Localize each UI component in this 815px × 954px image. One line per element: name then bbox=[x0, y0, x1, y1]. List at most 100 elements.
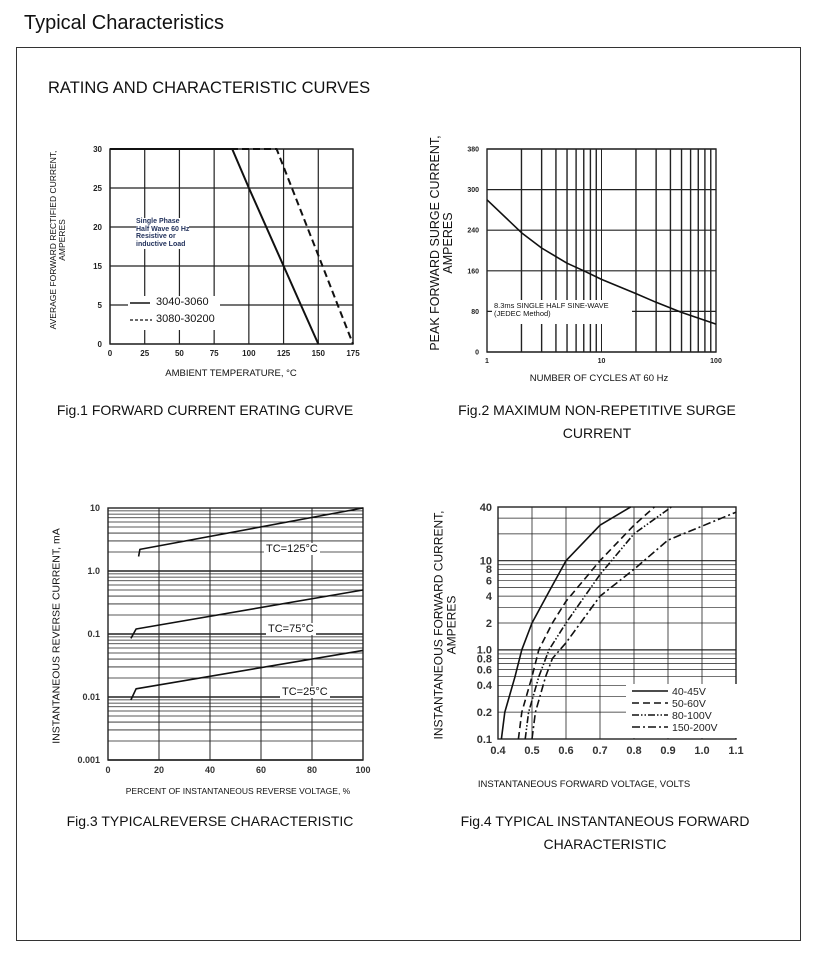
fig3-xlabel: PERCENT OF INSTANTANEOUS REVERSE VOLTAGE… bbox=[125, 786, 351, 796]
fig1-ylabel-line2: AMPERES bbox=[57, 219, 67, 261]
y-tick-label: 0.4 bbox=[477, 680, 493, 692]
x-tick-label: 80 bbox=[307, 765, 317, 775]
fig3-ylabel: INSTANTANEOUS REVERSE CURRENT, mA bbox=[50, 528, 63, 744]
y-tick-label: 0.001 bbox=[77, 755, 100, 765]
fig3-caption: Fig.3 TYPICALREVERSE CHARACTERISTIC bbox=[66, 813, 354, 829]
caption-line: Fig.2 MAXIMUM NON-REPETITIVE SURGE bbox=[458, 402, 736, 418]
content-frame bbox=[16, 47, 801, 941]
legend-label: 150-200V bbox=[672, 722, 718, 734]
x-tick-label: 60 bbox=[256, 765, 266, 775]
series-line bbox=[531, 511, 737, 740]
fig4-ylabel: INSTANTANEOUS FORWARD CURRENT, AMPERES bbox=[431, 510, 458, 740]
series-line bbox=[524, 506, 672, 740]
x-tick-label: 175 bbox=[346, 349, 360, 358]
x-tick-label: 0.6 bbox=[558, 745, 573, 757]
y-tick-label: 0.2 bbox=[477, 707, 492, 719]
x-tick-label: 1.0 bbox=[694, 745, 709, 757]
y-tick-label: 4 bbox=[486, 591, 493, 603]
x-tick-label: 0.7 bbox=[592, 745, 607, 757]
x-tick-label: 10 bbox=[598, 358, 606, 365]
caption-line: CHARACTERISTIC bbox=[543, 836, 667, 852]
x-tick-label: 100 bbox=[710, 358, 722, 365]
fig4-ylabel-line1: INSTANTANEOUS FORWARD CURRENT, bbox=[431, 510, 446, 740]
x-tick-label: 75 bbox=[210, 349, 219, 358]
annotation-line: 8.3ms SINGLE HALF SINE-WAVE bbox=[494, 301, 609, 310]
y-tick-label: 300 bbox=[467, 187, 479, 194]
y-tick-label: 10 bbox=[90, 503, 100, 513]
y-tick-label: 0.8 bbox=[477, 653, 492, 665]
y-tick-label: 2 bbox=[486, 618, 492, 630]
fig1-annotation: Single Phase Half Wave 60 Hz Resistive o… bbox=[136, 218, 190, 249]
x-tick-label: 20 bbox=[154, 765, 164, 775]
y-tick-label: 40 bbox=[480, 502, 492, 514]
y-tick-label: 240 bbox=[467, 228, 479, 235]
y-tick-label: 1.0 bbox=[87, 566, 100, 576]
x-tick-label: 100 bbox=[242, 349, 256, 358]
plot-frame bbox=[107, 507, 364, 761]
fig4-caption: Fig.4 TYPICAL INSTANTANEOUS FORWARD CHAR… bbox=[461, 810, 750, 856]
annotation-line: inductive Load bbox=[136, 241, 186, 249]
x-tick-label: 50 bbox=[175, 349, 184, 358]
y-tick-label: 0.1 bbox=[477, 734, 492, 746]
x-tick-label: 0.9 bbox=[660, 745, 675, 757]
y-tick-label: 380 bbox=[467, 146, 479, 153]
fig3-label-125: TC=125°C bbox=[264, 543, 320, 556]
caption-line: Fig.4 TYPICAL INSTANTANEOUS FORWARD bbox=[460, 813, 750, 829]
y-tick-label: 1.0 bbox=[477, 645, 492, 657]
y-tick-label: 0 bbox=[475, 349, 479, 356]
y-tick-label: 25 bbox=[93, 184, 102, 193]
fig4-ylabel-line2: AMPERES bbox=[444, 595, 458, 655]
annotation-line: (JEDEC Method) bbox=[494, 309, 551, 319]
x-tick-label: 1 bbox=[485, 358, 489, 365]
fig2-ylabel: PEAK FORWARD SURGE CURRENT, AMPERES bbox=[428, 135, 455, 350]
x-tick-label: 150 bbox=[312, 349, 326, 358]
y-tick-label: 0.1 bbox=[87, 629, 100, 639]
fig2-annotation: 8.3ms SINGLE HALF SINE-WAVE (JEDEC Metho… bbox=[494, 301, 612, 319]
legend-label: 40-45V bbox=[672, 686, 706, 698]
legend-label: 80-100V bbox=[672, 710, 712, 722]
x-tick-label: 0.5 bbox=[524, 745, 539, 757]
annotation-line: Single Phase bbox=[136, 218, 180, 225]
x-tick-label: 40 bbox=[205, 765, 215, 775]
fig1-xlabel: AMBIENT TEMPERATURE, °C bbox=[165, 368, 297, 379]
fig1-ylabel: AVERAGE FORWARD RECTIFIED CURRENT, AMPER… bbox=[48, 151, 67, 330]
y-tick-label: 6 bbox=[486, 575, 492, 587]
series-line bbox=[517, 506, 655, 740]
plot-frame bbox=[497, 506, 737, 740]
caption-line: CURRENT bbox=[562, 425, 632, 441]
y-tick-label: 80 bbox=[471, 309, 479, 316]
y-tick-label: 15 bbox=[93, 262, 102, 271]
fig2-xlabel: NUMBER OF CYCLES AT 60 Hz bbox=[529, 373, 669, 384]
annotation-line: Half Wave 60 Hz bbox=[136, 225, 190, 233]
section-title: RATING AND CHARACTERISTIC CURVES bbox=[48, 79, 371, 97]
fig1-legend-2: 3080-30200 bbox=[155, 313, 216, 326]
y-tick-label: 8 bbox=[486, 564, 492, 576]
fig3-label-75: TC=75°C bbox=[266, 623, 316, 636]
x-tick-label: 100 bbox=[355, 765, 370, 775]
x-tick-label: 0.8 bbox=[626, 745, 641, 757]
x-tick-label: 125 bbox=[277, 349, 291, 358]
fig4-xlabel: INSTANTANEOUS FORWARD VOLTAGE, VOLTS bbox=[477, 779, 691, 790]
series-line bbox=[130, 589, 364, 639]
fig3-label-25: TC=25°C bbox=[280, 686, 330, 699]
series-line bbox=[130, 649, 364, 701]
y-tick-label: 10 bbox=[480, 556, 492, 568]
fig1-caption: Fig.1 FORWARD CURRENT ERATING CURVE bbox=[56, 402, 354, 418]
fig2-ylabel-line2: AMPERES bbox=[441, 212, 455, 274]
x-tick-label: 0 bbox=[105, 765, 110, 775]
y-tick-label: 30 bbox=[93, 145, 102, 154]
fig1-legend-1: 3040-3060 bbox=[155, 296, 210, 309]
y-tick-label: 0.01 bbox=[82, 692, 100, 702]
series-line bbox=[137, 507, 364, 557]
y-tick-label: 20 bbox=[93, 223, 102, 232]
series-line bbox=[500, 506, 632, 740]
y-tick-label: 160 bbox=[467, 268, 479, 275]
y-tick-label: 5 bbox=[98, 301, 103, 310]
x-tick-label: 0 bbox=[108, 349, 113, 358]
series-line bbox=[486, 199, 717, 325]
annotation-line: Resistive or bbox=[136, 233, 176, 241]
series-line bbox=[110, 148, 354, 345]
legend-label: 50-60V bbox=[672, 698, 706, 710]
legend-background bbox=[626, 684, 738, 738]
